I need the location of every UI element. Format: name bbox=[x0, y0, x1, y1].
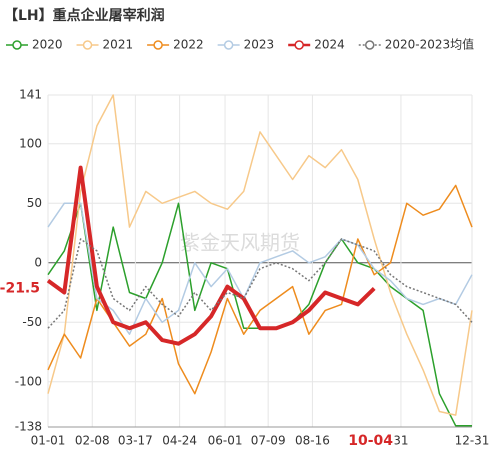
current-x-label: 10-04 bbox=[348, 433, 393, 449]
y-tick-label: -100 bbox=[15, 374, 42, 388]
series-line bbox=[47, 94, 473, 416]
series-line bbox=[47, 238, 473, 329]
x-tick-label: 06-01 bbox=[208, 434, 243, 448]
y-tick-label: 141 bbox=[19, 88, 42, 102]
series-line bbox=[47, 184, 473, 395]
legend-label: 2024 bbox=[314, 38, 345, 52]
y-tick-label: -138 bbox=[15, 420, 42, 434]
legend-marker bbox=[364, 40, 375, 50]
legend-marker bbox=[153, 40, 163, 50]
current-label-bg bbox=[346, 432, 395, 450]
x-tick-label: 01-01 bbox=[31, 434, 66, 448]
current-value-label: -21.5 bbox=[0, 280, 40, 296]
legend-label: 2021 bbox=[103, 38, 134, 52]
legend-marker bbox=[294, 40, 304, 50]
watermark: 紫金天风期货 bbox=[180, 231, 300, 255]
x-tick-label: 31 bbox=[393, 434, 408, 448]
y-tick-label: 50 bbox=[27, 196, 42, 210]
series-line bbox=[46, 165, 376, 346]
x-tick-label: 04-24 bbox=[162, 434, 197, 448]
chart-title: 【LH】重点企业屠宰利润 bbox=[4, 7, 165, 24]
legend-label: 2020 bbox=[32, 38, 63, 52]
legend-label: 2020-2023均值 bbox=[385, 37, 474, 52]
current-value-bg bbox=[0, 279, 44, 298]
y-tick-label: 0 bbox=[34, 255, 42, 269]
x-tick-label: 12-31 bbox=[455, 434, 490, 448]
y-tick-label: -50 bbox=[22, 315, 42, 329]
legend-label: 2023 bbox=[244, 38, 275, 52]
legend-marker bbox=[223, 40, 234, 50]
legend-label: 2022 bbox=[173, 38, 204, 52]
series-line bbox=[47, 202, 473, 335]
x-tick-label: 07-09 bbox=[251, 434, 286, 448]
legend-marker bbox=[82, 40, 93, 50]
legend-marker bbox=[12, 40, 22, 50]
y-tick-label: 100 bbox=[19, 136, 42, 150]
x-tick-label: 03-17 bbox=[118, 434, 153, 448]
x-tick-label: 02-08 bbox=[75, 434, 110, 448]
x-tick-label: 08-16 bbox=[295, 434, 330, 448]
